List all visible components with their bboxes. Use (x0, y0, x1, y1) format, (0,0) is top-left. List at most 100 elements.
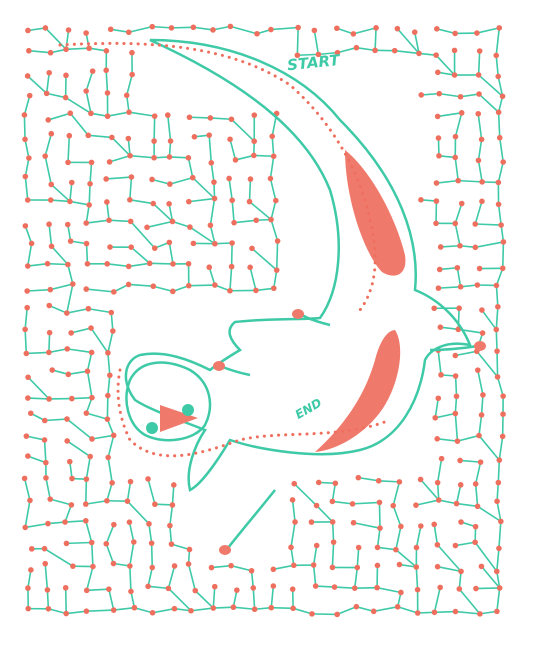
maze-wall-segment (393, 482, 399, 506)
maze-node-dot (125, 498, 131, 504)
maze-node-dot (229, 197, 235, 203)
lizard-front-foot (213, 361, 225, 371)
maze-node-dot (84, 410, 90, 416)
maze-node-dot (187, 547, 193, 553)
maze-node-dot (152, 501, 158, 507)
maze-node-dot (496, 480, 502, 486)
maze-node-dot (500, 93, 506, 99)
maze-wall-segment (28, 264, 48, 266)
maze-node-dot (170, 502, 176, 508)
maze-wall-segment (90, 162, 91, 183)
maze-node-dot (377, 525, 383, 531)
maze-wall-segment (25, 329, 26, 353)
maze-node-dot (479, 179, 485, 185)
maze-wall-segment (91, 328, 108, 353)
maze-wall-segment (210, 199, 214, 226)
maze-wall-segment (189, 285, 215, 286)
maze-wall-segment (434, 587, 440, 612)
maze-wall-segment (213, 587, 214, 608)
maze-node-dot (356, 475, 362, 481)
maze-node-dot (67, 199, 73, 205)
maze-node-dot (355, 565, 361, 571)
maze-node-dot (90, 68, 96, 74)
maze-node-dot (127, 563, 133, 569)
maze-node-dot (501, 239, 507, 245)
maze-wall-segment (209, 135, 211, 163)
maze-node-dot (376, 478, 382, 484)
maze-node-dot (212, 584, 218, 590)
maze-wall-segment (172, 485, 173, 505)
maze-node-dot (475, 504, 481, 510)
maze-node-dot (145, 584, 151, 590)
maze-node-dot (190, 175, 196, 181)
maze-node-dot (452, 72, 458, 78)
start-label: START (286, 51, 342, 75)
maze-wall-segment (130, 200, 153, 204)
maze-node-dot (212, 196, 218, 202)
maze-wall-segment (153, 286, 173, 291)
maze-wall-segment (86, 610, 113, 611)
maze-node-dot (172, 563, 178, 569)
maze-node-dot (452, 221, 458, 227)
maze-wall-segment (67, 309, 89, 313)
maze-node-dot (191, 241, 197, 247)
maze-wall-segment (68, 371, 87, 374)
maze-wall-segment (317, 506, 333, 522)
maze-wall-segment (209, 267, 215, 285)
maze-wall-segment (66, 30, 68, 49)
maze-node-dot (477, 48, 483, 54)
maze-wall-segment (498, 377, 504, 396)
maze-wall-segment (475, 224, 501, 225)
maze-node-dot (452, 31, 458, 37)
lizard-lower-leg (228, 490, 275, 548)
maze-wall-segment (416, 500, 439, 505)
maze-node-dot (49, 244, 55, 250)
maze-node-dot (111, 607, 117, 613)
maze-wall-segment (130, 542, 134, 566)
maze-node-dot (268, 176, 274, 182)
maze-node-dot (209, 565, 215, 571)
maze-wall-segment (24, 115, 25, 139)
maze-wall-segment (28, 377, 49, 399)
maze-wall-segment (189, 117, 210, 118)
maze-node-dot (453, 411, 459, 417)
maze-wall-segment (438, 459, 442, 483)
maze-wall-segment (233, 607, 254, 609)
maze-node-dot (48, 182, 54, 188)
maze-node-dot (418, 477, 424, 483)
maze-node-dot (247, 199, 253, 205)
maze-node-dot (24, 433, 30, 439)
maze-wall-segment (455, 612, 479, 614)
maze-node-dot (414, 564, 420, 570)
maze-wall-segment (416, 526, 420, 548)
maze-node-dot (25, 73, 31, 79)
maze-node-dot (212, 241, 218, 247)
maze-wall-segment (87, 352, 91, 371)
maze-wall-segment (68, 265, 73, 285)
maze-wall-segment (332, 501, 352, 503)
maze-node-dot (169, 25, 175, 31)
maze-wall-segment (154, 116, 155, 141)
maze-node-dot (107, 372, 113, 378)
maze-node-dot (397, 562, 403, 568)
maze-node-dot (186, 155, 192, 161)
maze-wall-segment (67, 349, 91, 353)
maze-node-dot (64, 310, 70, 316)
maze-node-dot (497, 585, 503, 591)
maze-wall-segment (48, 264, 68, 265)
maze-wall-segment (106, 177, 131, 179)
maze-node-dot (124, 93, 130, 99)
maze-node-dot (169, 541, 175, 547)
maze-node-dot (63, 46, 69, 52)
maze-wall-segment (458, 181, 482, 182)
maze-node-dot (453, 373, 459, 379)
maze-wall-segment (457, 504, 478, 507)
maze-wall-segment (250, 267, 256, 290)
maze-node-dot (45, 587, 51, 593)
maze-node-dot (192, 588, 198, 594)
maze-wall-segment (314, 565, 316, 586)
maze-node-dot (46, 350, 52, 356)
maze-node-dot (234, 587, 240, 593)
maze-node-dot (249, 568, 255, 574)
maze-node-dot (473, 481, 479, 487)
